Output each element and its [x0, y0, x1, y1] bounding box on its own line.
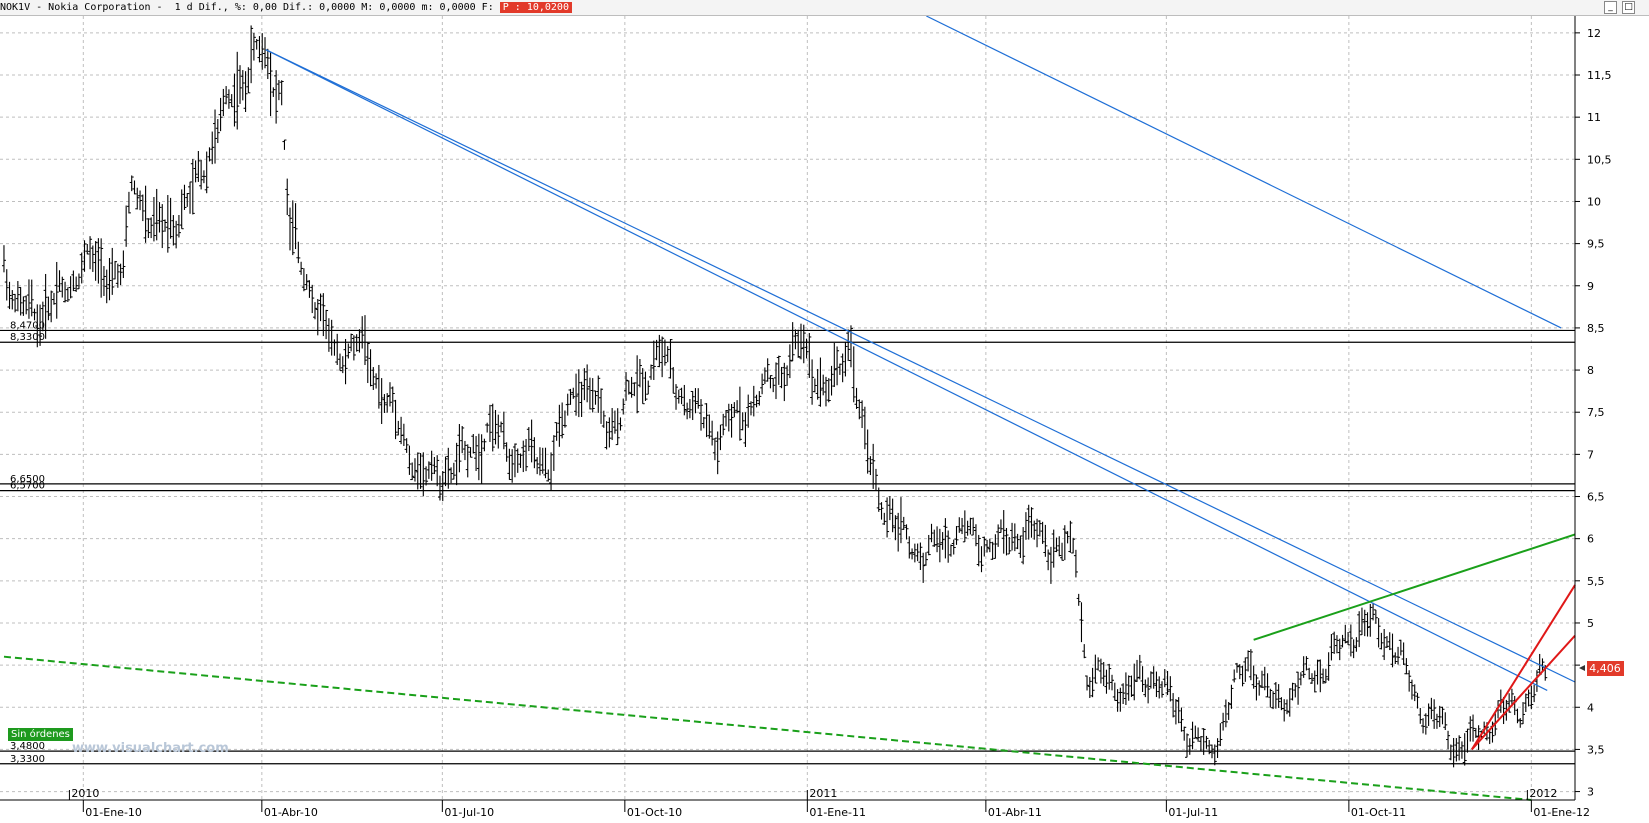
price-bars [1, 25, 1548, 768]
last-price-tag-bg [1587, 661, 1624, 676]
last-price-marker: 4,406 [1579, 661, 1624, 676]
y-tick-label: 12 [1587, 27, 1601, 40]
header-info: 1 d Dif., %: 0,00 Dif.: 0,0000 M: 0,0000… [174, 2, 494, 13]
trendline-blue [265, 49, 1576, 683]
x-tick-label: 01-Abr-11 [988, 806, 1042, 819]
minimize-button[interactable]: _ [1604, 1, 1617, 14]
last-price-label: 4,406 [1589, 662, 1621, 675]
x-tick-label: 01-Ene-12 [1533, 806, 1590, 819]
chart-header: NOK1V - Nokia Corporation - 1 d Dif., %:… [0, 0, 1649, 16]
y-tick-label: 7 [1587, 448, 1594, 461]
y-tick-label: 6,5 [1587, 491, 1605, 504]
level-label: 6,6500 [10, 474, 45, 485]
level-label: 8,3300 [10, 332, 45, 343]
y-tick-label: 5 [1587, 617, 1594, 630]
y-tick-label: 4 [1587, 701, 1594, 714]
y-tick-label: 3 [1587, 786, 1594, 799]
maximize-button[interactable]: □ [1622, 1, 1635, 14]
y-tick-label: 9 [1587, 280, 1594, 293]
y-tick-label: 6 [1587, 533, 1594, 546]
grid [0, 16, 1575, 800]
last-price-arrow [1579, 665, 1585, 671]
y-tick-label: 9,5 [1587, 238, 1605, 251]
trendline-blue [926, 16, 1562, 329]
level-label: 3,3300 [10, 754, 45, 765]
year-label: 2010 [71, 787, 99, 800]
level-label: 6,5700 [10, 481, 45, 492]
x-tick-label: 01-Jul-11 [1168, 806, 1218, 819]
trendline-green [1253, 533, 1576, 641]
y-tick-label: 11 [1587, 111, 1601, 124]
level-label: 3,4800 [10, 741, 45, 752]
y-axis-labels: 33,544,555,566,577,588,599,51010,51111,5… [1575, 27, 1612, 799]
company-name: Nokia Corporation [48, 2, 151, 13]
symbol: NOK1V [0, 2, 31, 13]
trendlines [3, 16, 1576, 801]
trendline-blue [265, 49, 1548, 691]
x-axis-labels: 01-Ene-10 01-Abr-10 01-Jul-10 01-Oct-10 01-E… [68, 787, 1590, 819]
y-tick-label: 10 [1587, 195, 1601, 208]
y-tick-label: 5,5 [1587, 575, 1605, 588]
trendline-red [1471, 634, 1576, 751]
y-tick-label: 3,5 [1587, 743, 1605, 756]
y-tick-label: 8 [1587, 364, 1594, 377]
y-tick-label: 8,5 [1587, 322, 1605, 335]
level-label: 8,4700 [10, 320, 45, 331]
y-tick-label: 11,5 [1587, 69, 1612, 82]
x-tick-label: 01-Ene-10 [85, 806, 142, 819]
x-tick-label: 01-Jul-10 [444, 806, 494, 819]
trendline-green [3, 655, 1532, 801]
year-label: 2012 [1529, 787, 1557, 800]
y-tick-label: 7,5 [1587, 406, 1605, 419]
x-tick-label: 01-Oct-11 [1351, 806, 1406, 819]
x-tick-label: 01-Abr-10 [264, 806, 318, 819]
price-tag: P : 10,0200 [499, 2, 572, 13]
trendline-red [1471, 584, 1576, 750]
year-label: 2011 [809, 787, 837, 800]
x-tick-label: 01-Oct-10 [627, 806, 682, 819]
watermark: www.visualchart.com [72, 741, 229, 756]
y-tick-label: 10,5 [1587, 153, 1612, 166]
orders-badge: Sin órdenes [8, 728, 73, 741]
x-tick-label: 01-Ene-11 [809, 806, 866, 819]
